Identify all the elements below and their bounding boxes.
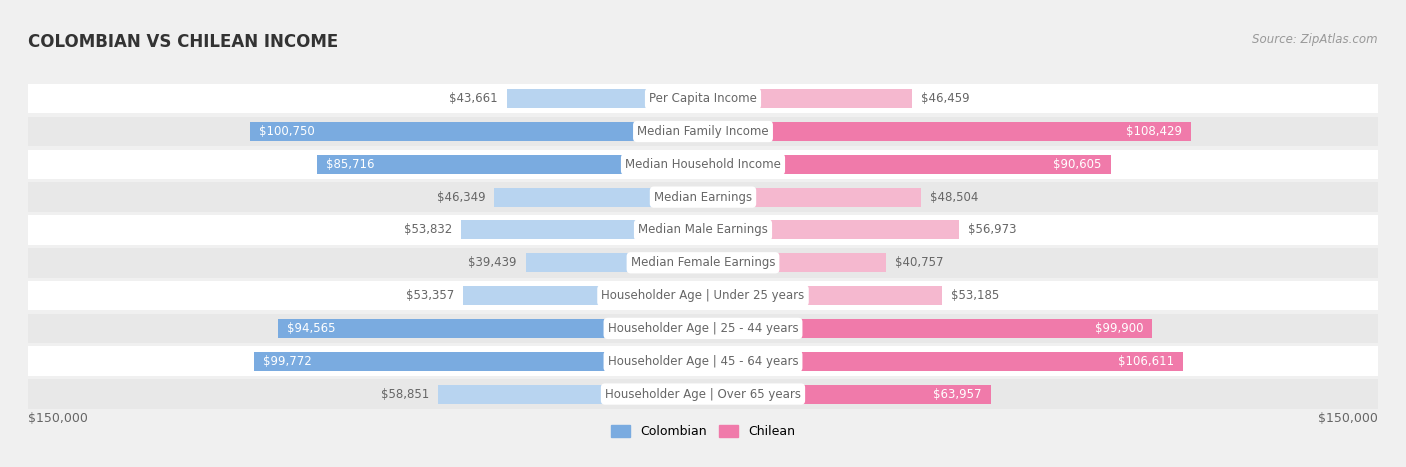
Bar [703,286,942,305]
Text: $58,851: $58,851 [381,388,429,401]
Bar [463,286,703,305]
Text: $106,611: $106,611 [1118,355,1174,368]
Text: $100,750: $100,750 [259,125,315,138]
Text: Median Female Earnings: Median Female Earnings [631,256,775,269]
Text: $39,439: $39,439 [468,256,516,269]
Bar [439,384,703,403]
Bar [28,314,1378,343]
Text: $40,757: $40,757 [896,256,943,269]
Bar [250,122,703,141]
Text: $56,973: $56,973 [969,224,1017,236]
Bar [28,281,1378,311]
Text: Householder Age | Under 25 years: Householder Age | Under 25 years [602,289,804,302]
Text: $53,832: $53,832 [404,224,451,236]
Bar [703,253,886,272]
Bar [28,84,1378,113]
Text: $85,716: $85,716 [326,158,375,171]
Text: Householder Age | Over 65 years: Householder Age | Over 65 years [605,388,801,401]
Bar [703,155,1111,174]
Bar [703,319,1153,338]
Bar [254,352,703,371]
Text: $99,772: $99,772 [263,355,312,368]
Text: $90,605: $90,605 [1053,158,1102,171]
Text: COLOMBIAN VS CHILEAN INCOME: COLOMBIAN VS CHILEAN INCOME [28,33,339,51]
Bar [703,122,1191,141]
Bar [703,352,1182,371]
Text: Median Earnings: Median Earnings [654,191,752,204]
Bar [526,253,703,272]
Text: Median Family Income: Median Family Income [637,125,769,138]
Text: Median Male Earnings: Median Male Earnings [638,224,768,236]
Bar [318,155,703,174]
Legend: Colombian, Chilean: Colombian, Chilean [606,420,800,443]
Text: Source: ZipAtlas.com: Source: ZipAtlas.com [1253,33,1378,46]
Bar [461,220,703,240]
Text: Per Capita Income: Per Capita Income [650,92,756,105]
Bar [28,248,1378,277]
Bar [28,379,1378,409]
Bar [506,89,703,108]
Bar [703,384,991,403]
Text: $99,900: $99,900 [1095,322,1143,335]
Text: $150,000: $150,000 [1317,412,1378,425]
Bar [495,188,703,207]
Bar [28,215,1378,245]
Bar [703,188,921,207]
Text: Householder Age | 25 - 44 years: Householder Age | 25 - 44 years [607,322,799,335]
Text: $46,459: $46,459 [921,92,970,105]
Bar [28,117,1378,146]
Bar [703,220,959,240]
Bar [703,89,912,108]
Text: $48,504: $48,504 [931,191,979,204]
Bar [277,319,703,338]
Bar [28,183,1378,212]
Text: $108,429: $108,429 [1126,125,1182,138]
Text: $46,349: $46,349 [437,191,485,204]
Text: $53,185: $53,185 [952,289,1000,302]
Bar [28,149,1378,179]
Text: Householder Age | 45 - 64 years: Householder Age | 45 - 64 years [607,355,799,368]
Text: $63,957: $63,957 [934,388,981,401]
Bar [28,347,1378,376]
Text: $150,000: $150,000 [28,412,89,425]
Text: $53,357: $53,357 [406,289,454,302]
Text: $94,565: $94,565 [287,322,335,335]
Text: $43,661: $43,661 [449,92,498,105]
Text: Median Household Income: Median Household Income [626,158,780,171]
